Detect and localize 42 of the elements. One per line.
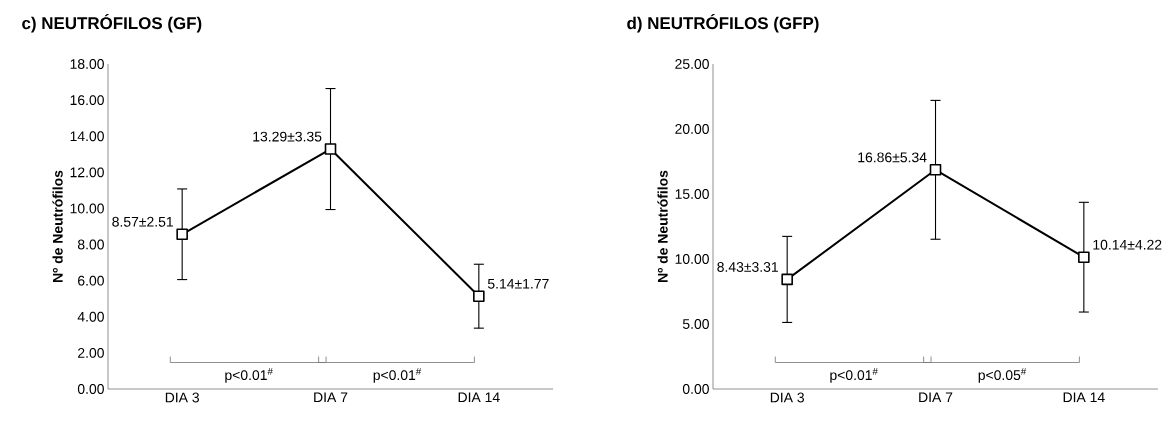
data-label: 16.86±5.34: [858, 152, 927, 163]
y-tick-label: 0.00: [682, 384, 709, 394]
data-label: 8.57±2.51: [112, 216, 173, 227]
y-tick-label: 10.00: [70, 203, 104, 214]
annotation: p<0.01$^{#}$: [225, 368, 273, 383]
x-tick-label: DIA 14: [458, 392, 500, 403]
y-tick-label: 12.00: [70, 167, 104, 178]
y-tick-label: 8.00: [77, 239, 104, 250]
y-tick-label: 4.00: [77, 311, 104, 322]
y-tick-label: 16.00: [70, 95, 104, 106]
annotation: p<0.01$^{#}$: [830, 368, 878, 383]
y-tick-label: 6.00: [78, 275, 104, 286]
point: [1078, 251, 1090, 263]
annotation: p<0.01$^{#}$: [373, 368, 422, 383]
point: [473, 290, 485, 302]
x-tick-label: DIA 7: [919, 392, 953, 403]
y-tick-label: 15.00: [675, 189, 709, 199]
point: [781, 273, 793, 286]
data-label: 13.29±3.35: [253, 131, 322, 142]
x-tick-label: DIA 3: [770, 392, 804, 403]
x-tick-label: DIA 7: [314, 392, 348, 403]
annotation: p<0.05$^{#}$: [978, 368, 1027, 383]
y-tick-label: 18.00: [70, 59, 104, 69]
x-tick-label: DIA 14: [1063, 392, 1105, 403]
chart-title: c) NEUTRÓFILOS (GF): [22, 13, 202, 33]
point: [324, 143, 337, 155]
x-tick-label: DIA 3: [165, 392, 199, 403]
data-label: 8.43±3.31: [717, 262, 778, 272]
chart-title: d) NEUTRÓFILOS (GFP): [627, 13, 819, 33]
y-tick-label: 14.00: [70, 131, 104, 142]
y-tick-label: 5.00: [682, 319, 709, 329]
y-tick-label: 20.00: [675, 124, 709, 134]
point: [176, 228, 188, 241]
y-axis-title: Nº de Neutrófilos: [657, 170, 668, 282]
y-tick-label: 0.00: [77, 384, 104, 394]
y-tick-label: 2.00: [78, 347, 104, 358]
y-tick-label: 10.00: [675, 254, 709, 264]
data-label: 5.14±1.77: [487, 278, 549, 289]
y-axis-title: Nº de Neutrófilos: [52, 170, 63, 282]
y-tick-label: 25.00: [675, 59, 709, 69]
data-label: 10.14±4.22: [1093, 239, 1162, 250]
point: [929, 164, 942, 176]
